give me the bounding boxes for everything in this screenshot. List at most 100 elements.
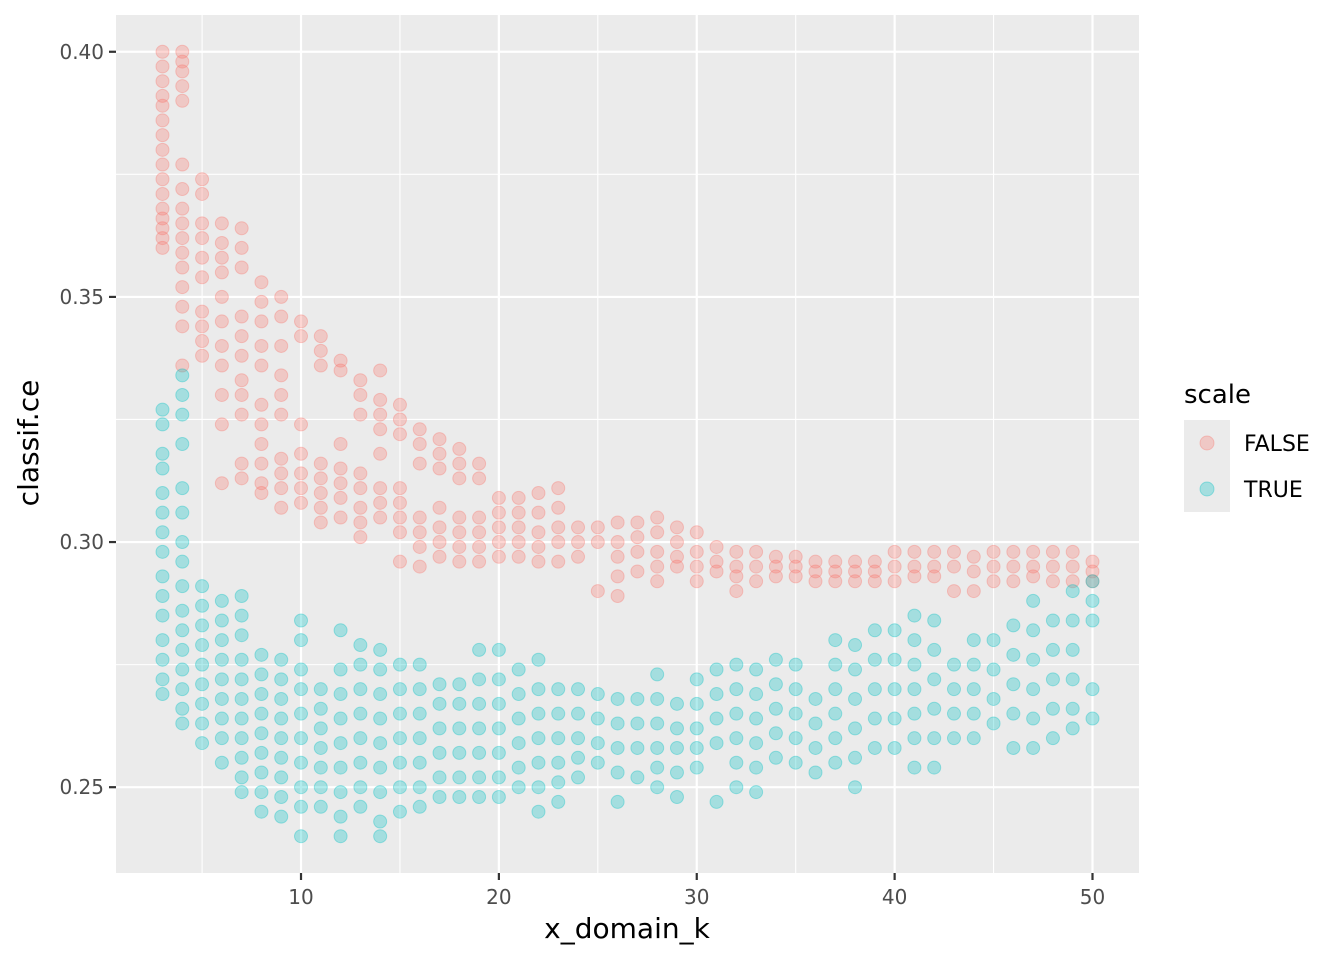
legend-key-true	[1199, 481, 1215, 497]
point-true	[373, 687, 388, 702]
point-false	[927, 559, 942, 574]
point-false	[927, 569, 942, 584]
point-true	[1006, 618, 1021, 633]
point-true	[155, 446, 170, 461]
x-tick-label: 10	[288, 885, 313, 909]
point-true	[848, 721, 863, 736]
point-false	[610, 549, 625, 564]
point-true	[274, 750, 289, 765]
point-false	[432, 549, 447, 564]
point-false	[313, 486, 328, 501]
point-true	[254, 647, 269, 662]
point-false	[848, 564, 863, 579]
point-true	[412, 731, 427, 746]
point-true	[531, 652, 546, 667]
point-false	[887, 574, 902, 589]
point-false	[175, 319, 190, 334]
point-false	[175, 54, 190, 69]
point-true	[373, 711, 388, 726]
point-true	[1006, 706, 1021, 721]
point-false	[313, 471, 328, 486]
point-true	[867, 623, 882, 638]
point-true	[1065, 721, 1080, 736]
point-true	[353, 657, 368, 672]
point-true	[452, 696, 467, 711]
point-true	[392, 657, 407, 672]
point-true	[392, 804, 407, 819]
point-true	[195, 579, 210, 594]
point-true	[472, 770, 487, 785]
point-true	[907, 731, 922, 746]
point-false	[828, 564, 843, 579]
point-true	[155, 417, 170, 432]
point-false	[689, 525, 704, 540]
point-true	[452, 770, 467, 785]
point-true	[373, 814, 388, 829]
point-true	[254, 785, 269, 800]
point-true	[1006, 677, 1021, 692]
point-false	[472, 456, 487, 471]
point-false	[155, 98, 170, 113]
point-false	[175, 93, 190, 108]
point-true	[195, 696, 210, 711]
point-false	[214, 289, 229, 304]
point-false	[254, 456, 269, 471]
point-true	[511, 711, 526, 726]
point-true	[1085, 711, 1100, 726]
point-true	[1045, 672, 1060, 687]
point-false	[610, 569, 625, 584]
point-false	[274, 481, 289, 496]
point-true	[294, 829, 309, 844]
point-false	[788, 549, 803, 564]
point-true	[274, 731, 289, 746]
point-true	[927, 760, 942, 775]
point-true	[571, 706, 586, 721]
point-true	[155, 544, 170, 559]
point-true	[1006, 740, 1021, 755]
point-false	[650, 574, 665, 589]
point-false	[412, 437, 427, 451]
point-true	[175, 481, 190, 496]
point-false	[214, 314, 229, 329]
point-true	[788, 706, 803, 721]
point-false	[353, 407, 368, 422]
point-true	[175, 407, 190, 422]
point-true	[234, 588, 249, 603]
point-true	[432, 745, 447, 760]
point-false	[234, 471, 249, 486]
point-false	[491, 490, 506, 505]
point-true	[848, 638, 863, 653]
point-false	[412, 559, 427, 574]
point-true	[511, 780, 526, 795]
point-true	[412, 755, 427, 770]
point-false	[392, 481, 407, 496]
point-false	[195, 270, 210, 285]
point-false	[491, 535, 506, 550]
point-false	[650, 525, 665, 540]
point-true	[927, 672, 942, 687]
point-true	[749, 785, 764, 800]
point-false	[729, 544, 744, 559]
point-false	[946, 559, 961, 574]
point-true	[175, 437, 190, 451]
point-true	[590, 711, 605, 726]
point-false	[254, 397, 269, 412]
point-false	[551, 520, 566, 535]
point-true	[353, 799, 368, 814]
point-true	[610, 765, 625, 780]
point-false	[630, 544, 645, 559]
panel-background	[116, 15, 1139, 873]
point-true	[294, 633, 309, 648]
point-true	[333, 760, 348, 775]
point-true	[848, 662, 863, 677]
point-false	[234, 456, 249, 471]
point-true	[353, 682, 368, 697]
point-true	[373, 785, 388, 800]
point-false	[768, 549, 783, 564]
point-false	[927, 544, 942, 559]
legend-title: scale	[1184, 380, 1251, 410]
point-true	[1085, 574, 1100, 589]
point-false	[848, 574, 863, 589]
point-false	[709, 539, 724, 554]
